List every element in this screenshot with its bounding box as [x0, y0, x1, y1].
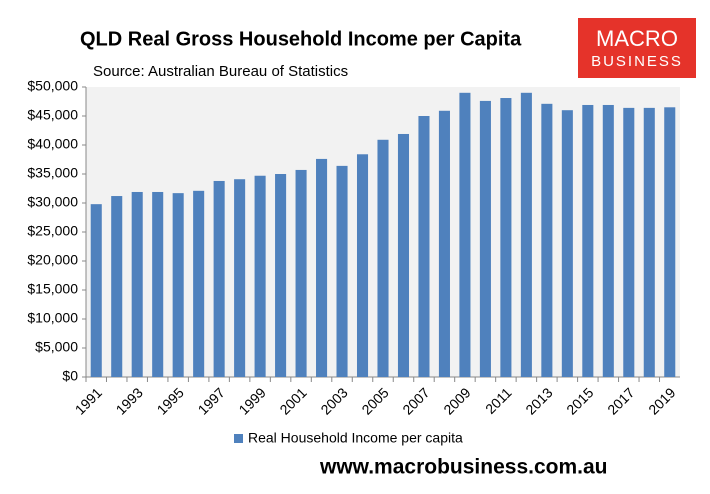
bar: [418, 116, 430, 377]
bar: [438, 110, 450, 377]
bar: [602, 104, 614, 377]
bar: [193, 190, 205, 377]
bar: [90, 204, 102, 377]
chart-title: QLD Real Gross Household Income per Capi…: [80, 28, 522, 50]
bar: [664, 107, 676, 378]
chart-subtitle: Source: Australian Bureau of Statistics: [93, 63, 348, 80]
logo-text: BUSINESS: [591, 53, 683, 70]
y-tick-label: $20,000: [27, 252, 78, 268]
x-tick-label: 1991: [72, 384, 105, 417]
bar: [111, 196, 123, 377]
x-tick-label: 2003: [317, 384, 350, 417]
bar: [459, 92, 471, 378]
x-tick-label: 2009: [440, 384, 473, 417]
y-tick-label: $50,000: [27, 78, 78, 94]
bar: [234, 179, 246, 377]
bar: [295, 169, 307, 377]
bar: [623, 107, 635, 377]
x-tick-label: 2007: [399, 384, 432, 417]
bar: [561, 110, 573, 377]
x-tick-label: 2019: [645, 384, 678, 417]
bar: [500, 98, 512, 378]
x-tick-label: 2017: [604, 384, 637, 417]
bar: [275, 174, 287, 377]
y-tick-label: $0: [62, 368, 78, 384]
y-tick-label: $10,000: [27, 310, 78, 326]
bar: [131, 191, 143, 377]
x-tick-label: 2011: [482, 384, 515, 417]
y-tick-label: $25,000: [27, 223, 78, 239]
x-tick-label: 2015: [563, 384, 596, 417]
legend-swatch: [234, 434, 243, 443]
x-tick-label: 2001: [276, 384, 309, 417]
y-tick-label: $5,000: [35, 339, 78, 355]
bar: [254, 175, 266, 377]
bar: [582, 104, 594, 377]
bar: [520, 92, 532, 378]
y-tick-label: $40,000: [27, 136, 78, 152]
bar: [479, 100, 491, 378]
x-tick-label: 1995: [154, 384, 187, 417]
x-tick-label: 2005: [358, 384, 391, 417]
bar: [643, 107, 655, 377]
x-tick-label: 1993: [113, 384, 146, 417]
logo-text: MACRO: [596, 26, 678, 51]
x-tick-label: 2013: [522, 384, 555, 417]
bar: [336, 165, 348, 377]
bar: [356, 154, 369, 377]
bar: [213, 180, 225, 377]
y-tick-label: $45,000: [27, 107, 78, 123]
legend-label: Real Household Income per capita: [248, 430, 463, 446]
y-tick-label: $30,000: [27, 194, 78, 210]
x-tick-label: 1999: [235, 384, 268, 417]
bar: [377, 139, 389, 377]
y-tick-label: $35,000: [27, 165, 78, 181]
x-tick-label: 1997: [195, 384, 228, 417]
bar: [397, 133, 410, 377]
y-tick-label: $15,000: [27, 281, 78, 297]
logo: [578, 18, 696, 78]
bar: [172, 193, 184, 377]
bar: [541, 103, 553, 377]
bar: [316, 158, 328, 377]
website: www.macrobusiness.com.au: [319, 456, 607, 479]
bar: [152, 191, 164, 377]
